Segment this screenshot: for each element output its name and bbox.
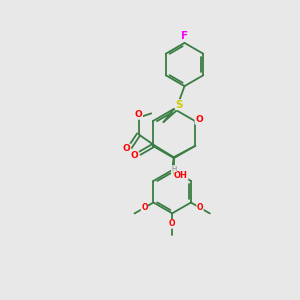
Text: O: O — [195, 115, 203, 124]
Text: O: O — [123, 144, 130, 153]
Text: O: O — [130, 152, 138, 160]
Text: S: S — [176, 100, 183, 110]
Text: O: O — [197, 203, 203, 212]
Text: O: O — [169, 219, 175, 228]
Text: O: O — [141, 203, 148, 212]
Text: F: F — [181, 31, 188, 41]
Text: OH: OH — [174, 171, 188, 180]
Text: H: H — [171, 166, 177, 172]
Text: O: O — [135, 110, 142, 119]
